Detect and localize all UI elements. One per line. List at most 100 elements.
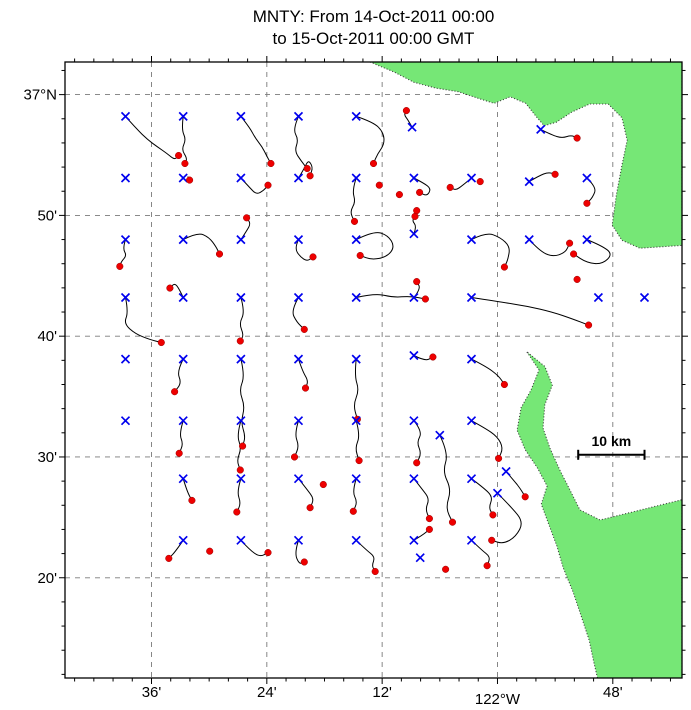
start-marker-x <box>409 229 419 239</box>
start-marker-x <box>120 111 131 122</box>
trajectory-path <box>239 297 244 342</box>
start-marker-x <box>409 350 419 361</box>
end-marker-dot <box>181 159 189 168</box>
trajectory-path <box>237 420 242 471</box>
start-marker-x <box>293 416 304 426</box>
start-marker-x <box>293 234 304 245</box>
start-marker-x <box>466 474 477 484</box>
start-marker-x <box>409 292 419 303</box>
end-marker-dot <box>300 558 308 566</box>
end-marker-dot <box>300 325 308 333</box>
start-marker-x <box>501 466 511 477</box>
start-marker-x <box>236 416 246 426</box>
y-tick-label: 20' <box>37 570 57 587</box>
end-marker-dot <box>236 337 244 345</box>
trajectory-path <box>573 239 611 265</box>
trajectory-path <box>298 161 313 179</box>
end-marker-dot <box>483 562 491 570</box>
start-marker-x <box>536 124 546 135</box>
start-marker-x <box>293 292 304 303</box>
trajectory-path <box>528 239 571 257</box>
start-marker-x <box>178 234 188 245</box>
start-marker-x <box>120 354 131 364</box>
end-marker-dot <box>488 536 496 544</box>
start-marker-x <box>466 292 477 303</box>
end-marker-dot <box>495 454 503 462</box>
start-marker-x <box>351 474 361 484</box>
land-polygon <box>516 351 682 678</box>
start-marker-x <box>639 292 650 303</box>
trajectory-path <box>355 294 426 300</box>
trajectory-path <box>236 478 242 513</box>
end-marker-dot <box>413 278 421 286</box>
trajectory-path <box>294 115 308 169</box>
start-marker-x <box>178 474 188 484</box>
start-marker-x <box>466 234 477 245</box>
end-marker-dot <box>566 239 574 247</box>
trajectory-path <box>240 539 269 557</box>
end-marker-dot <box>188 496 196 504</box>
start-marker-x <box>409 535 419 545</box>
start-marker-x <box>236 234 246 245</box>
start-marker-x <box>524 234 534 245</box>
trajectory-path <box>449 177 472 190</box>
start-marker-x <box>415 553 425 563</box>
axis-frame <box>64 61 683 679</box>
end-marker-dot <box>500 263 508 271</box>
start-marker-x <box>435 430 445 440</box>
end-marker-dot <box>583 199 591 207</box>
trajectory-path <box>240 358 246 447</box>
start-marker-x <box>236 292 246 303</box>
end-marker-dot <box>429 353 437 361</box>
figure-title: MNTY: From 14-Oct-2011 00:00 to 15-Oct-2… <box>65 6 682 50</box>
end-marker-dot <box>446 183 454 191</box>
start-marker-x <box>236 173 246 183</box>
end-marker-dot <box>175 151 183 160</box>
trajectory-path <box>182 233 220 255</box>
trajectory-path <box>174 358 184 393</box>
end-marker-dot <box>369 159 378 168</box>
trajectory-path <box>298 478 314 509</box>
end-marker-dot <box>306 172 314 180</box>
x-tick-label: 36' <box>142 684 162 701</box>
end-marker-dot <box>442 565 450 573</box>
trajectory-path <box>295 239 314 261</box>
start-marker-x <box>351 416 361 426</box>
end-marker-dot <box>236 466 244 474</box>
start-marker-x <box>293 111 304 122</box>
trajectory-path <box>586 177 596 204</box>
trajectory-path <box>352 478 357 512</box>
y-tick-label: 40' <box>37 328 57 345</box>
trajectory-path <box>471 420 503 459</box>
trajectory-path <box>355 539 376 572</box>
start-marker-x <box>409 474 419 484</box>
end-marker-dot <box>421 295 429 303</box>
figure-title-line2: to 15-Oct-2011 00:00 GMT <box>272 29 475 48</box>
start-marker-x <box>524 176 534 187</box>
start-marker-x <box>293 535 304 545</box>
trajectory-path <box>491 492 522 544</box>
start-marker-x <box>236 354 246 364</box>
end-marker-dot <box>264 549 272 557</box>
end-marker-dot <box>585 321 593 329</box>
frame-rect <box>64 61 683 679</box>
start-marker-x <box>351 535 361 545</box>
x-tick-label: 122°W <box>475 691 521 708</box>
trajectory-path <box>471 539 490 567</box>
trajectory-path <box>505 471 526 498</box>
land-polygon <box>369 62 682 249</box>
end-marker-dot <box>416 188 424 196</box>
trajectory-path <box>355 115 385 164</box>
start-marker-x <box>178 173 188 183</box>
end-marker-dot <box>306 504 314 512</box>
trajectory-path <box>178 420 184 454</box>
trajectory-path <box>125 115 180 160</box>
trajectory-path <box>439 434 453 523</box>
start-marker-x <box>466 173 477 183</box>
end-marker-dot <box>267 159 275 168</box>
end-marker-dot <box>165 554 173 562</box>
end-marker-dot <box>319 480 327 489</box>
marker-layer <box>116 107 650 576</box>
trajectory-path <box>413 420 421 464</box>
